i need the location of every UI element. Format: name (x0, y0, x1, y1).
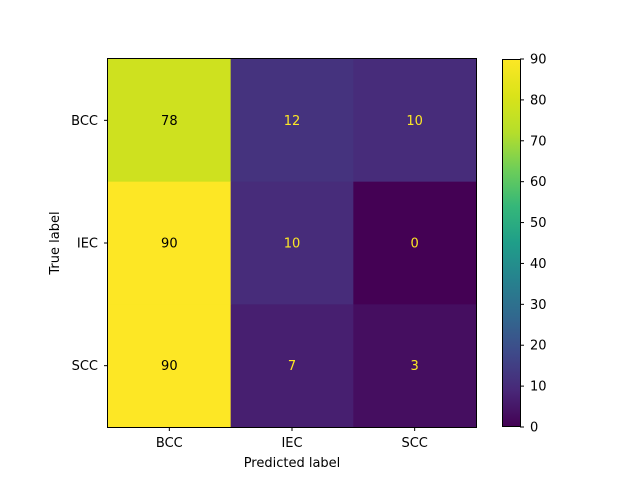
x-tick-label: IEC (281, 436, 302, 451)
colorbar-tick-label: 40 (530, 257, 547, 272)
colorbar-tick-label: 20 (530, 339, 547, 354)
colorbar (502, 59, 520, 427)
colorbar-frame (502, 59, 521, 427)
heatmap-cell (108, 181, 232, 305)
cell-value-labels: 78 12 10 90 10 0 90 7 3 (161, 114, 423, 374)
colorbar-tick-label: 60 (530, 175, 547, 190)
colorbar-tick-label: 10 (530, 380, 547, 395)
heatmap-cell (108, 59, 232, 183)
colorbar-tick-label: 80 (530, 93, 547, 108)
colorbar-tick-label: 50 (530, 216, 547, 231)
cell-value-label: 10 (406, 114, 423, 129)
cell-value-label: 3 (411, 359, 419, 374)
colorbar-tick-label: 30 (530, 298, 547, 313)
colorbar-ticks: 0 10 20 30 40 50 60 70 80 90 (520, 53, 547, 436)
y-axis-ticks: BCC IEC SCC (71, 114, 108, 374)
x-tick-label: SCC (401, 436, 427, 451)
heatmap-cell (353, 181, 477, 305)
y-tick-label: BCC (71, 114, 98, 129)
colorbar-tick-label: 90 (530, 53, 547, 68)
colorbar-tick-label: 0 (530, 421, 538, 436)
heatmap-cell (353, 59, 477, 183)
y-tick-label: IEC (77, 237, 98, 252)
heatmap-cell (230, 181, 354, 305)
x-tick-label: BCC (156, 436, 183, 451)
cell-value-label: 12 (284, 114, 301, 129)
cell-value-label: 7 (288, 359, 296, 374)
cell-value-label: 0 (411, 237, 419, 252)
y-axis-label: True label (48, 211, 63, 275)
colorbar-tick-label: 70 (530, 134, 547, 149)
heatmap-cell (230, 304, 354, 428)
heatmap-cell (108, 304, 232, 428)
y-tick-label: SCC (72, 359, 98, 374)
x-axis-label: Predicted label (244, 456, 341, 471)
cell-value-label: 90 (161, 237, 178, 252)
heatmap-cell (230, 59, 354, 183)
cell-value-label: 78 (161, 114, 178, 129)
heatmap-cell (353, 304, 477, 428)
x-axis-ticks: BCC IEC SCC (156, 427, 428, 451)
cell-value-label: 10 (284, 237, 301, 252)
heatmap-cells (108, 59, 477, 428)
cell-value-label: 90 (161, 359, 178, 374)
